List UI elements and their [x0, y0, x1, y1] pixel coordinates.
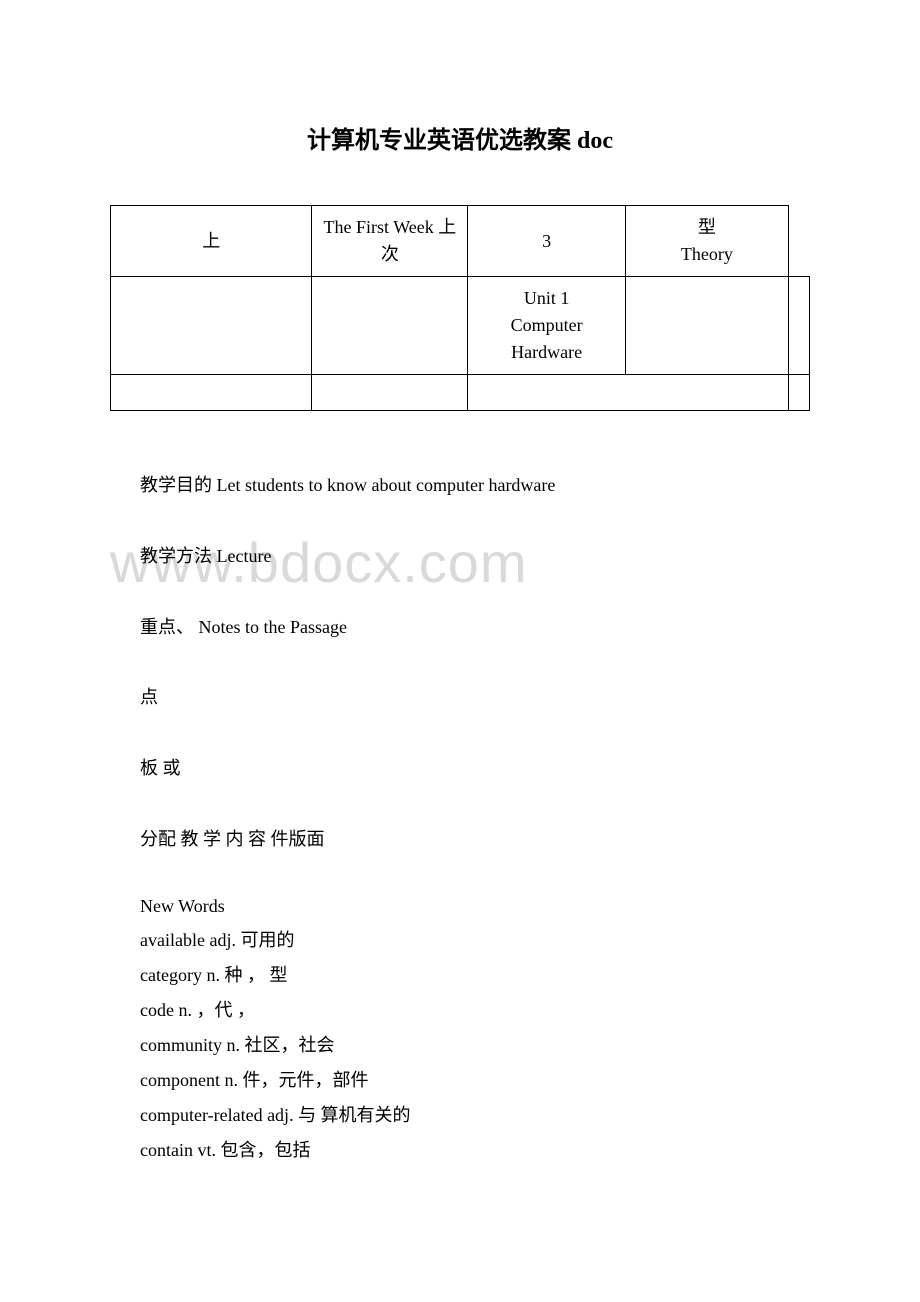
table-cell: [625, 277, 788, 375]
body-text: 板 或: [140, 754, 810, 783]
vocab-header: New Words: [140, 896, 810, 917]
table-cell: [312, 375, 468, 411]
key-points: 重点、 Notes to the Passage: [140, 613, 810, 642]
table-cell: [788, 277, 809, 375]
vocab-item: code n. ，代 ，: [140, 993, 810, 1028]
content-section: 教学目的 Let students to know about computer…: [110, 471, 810, 1168]
table-cell: [788, 375, 809, 411]
vocab-item: available adj. 可用的: [140, 923, 810, 958]
document-page: 计算机专业英语优选教案 doc 上 The First Week 上 次 3 型…: [0, 0, 920, 1228]
table-cell: [111, 375, 312, 411]
body-text: 点: [140, 683, 810, 712]
table-cell: [312, 277, 468, 375]
teaching-objective: 教学目的 Let students to know about computer…: [140, 471, 810, 500]
table-cell: 上: [111, 206, 312, 277]
table-row: Unit 1 Computer Hardware: [111, 277, 810, 375]
table-row: 上 The First Week 上 次 3 型 Theory: [111, 206, 810, 277]
table-cell: Unit 1 Computer Hardware: [468, 277, 625, 375]
cell-text: Hardware: [511, 342, 582, 362]
table-row: [111, 375, 810, 411]
vocab-item: contain vt. 包含，包括: [140, 1133, 810, 1168]
table-cell: The First Week 上 次: [312, 206, 468, 277]
vocab-item: community n. 社区，社会: [140, 1028, 810, 1063]
table-cell: 型 Theory: [625, 206, 788, 277]
document-title: 计算机专业英语优选教案 doc: [110, 120, 810, 155]
table-cell: [111, 277, 312, 375]
table-cell: [468, 375, 789, 411]
teaching-method: 教学方法 Lecture: [140, 542, 810, 571]
cell-text: Unit 1: [524, 288, 570, 308]
table-cell: 3: [468, 206, 625, 277]
cell-text: Theory: [681, 244, 733, 264]
cell-text: 型: [698, 217, 716, 237]
lesson-info-table: 上 The First Week 上 次 3 型 Theory Unit 1 C…: [110, 205, 810, 411]
body-text: 分配 教 学 内 容 件版面: [140, 825, 810, 854]
vocab-item: component n. 件，元件，部件: [140, 1063, 810, 1098]
vocab-item: category n. 种 ， 型: [140, 958, 810, 993]
cell-text: Computer: [511, 315, 583, 335]
vocab-item: computer-related adj. 与 算机有关的: [140, 1098, 810, 1133]
